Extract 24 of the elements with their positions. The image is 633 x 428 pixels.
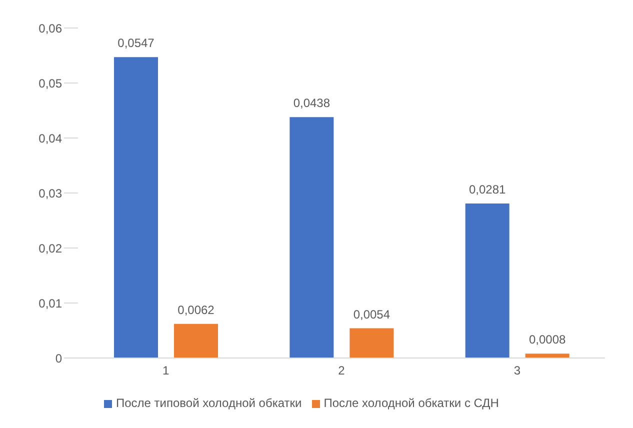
y-tick-label: 0 <box>55 351 62 366</box>
data-label: 0,0054 <box>353 307 390 322</box>
y-tick-label: 0,04 <box>38 131 62 146</box>
bar <box>290 117 334 358</box>
y-tick-label: 0,01 <box>38 296 62 310</box>
y-tick-label: 0,05 <box>38 76 62 90</box>
y-tick-label: 0,02 <box>38 241 62 256</box>
x-tick-label: 2 <box>338 364 346 378</box>
bar <box>350 328 394 358</box>
bar <box>174 324 218 358</box>
x-tick-label: 3 <box>514 364 521 378</box>
data-label: 0,0547 <box>118 36 155 50</box>
bar <box>465 203 510 358</box>
data-label: 0,0008 <box>528 332 566 347</box>
y-tick-label: 0,03 <box>38 186 62 200</box>
legend-label: После типовой холодной обкатки <box>116 396 302 410</box>
y-tick-label: 0,06 <box>38 21 62 36</box>
data-label: 0,0281 <box>468 182 506 196</box>
x-tick-label: 1 <box>162 364 170 378</box>
data-label: 0,0438 <box>293 96 330 110</box>
bar <box>114 57 158 358</box>
data-label: 0,0062 <box>178 302 215 317</box>
bar <box>525 354 570 358</box>
legend-label: После холодной обкатки с СДН <box>324 396 499 410</box>
